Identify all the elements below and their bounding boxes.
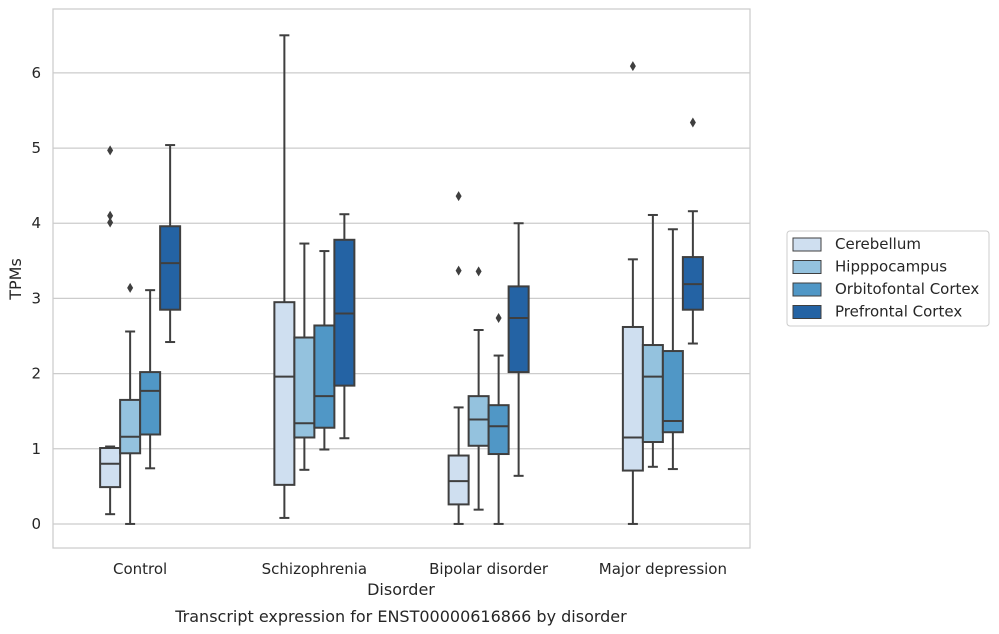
- y-tick-label: 6: [31, 64, 41, 82]
- legend-label: Orbitofontal Cortex: [835, 280, 979, 298]
- x-tick-label: Schizophrenia: [262, 560, 367, 578]
- y-tick-label: 0: [31, 515, 41, 533]
- box-1-0: [273, 34, 296, 519]
- box-3-3: [681, 117, 704, 345]
- box-1-3: [333, 213, 356, 440]
- box-3-1: [641, 213, 664, 468]
- box-body: [507, 285, 530, 374]
- legend-label: Cerebellum: [835, 235, 921, 253]
- box-body: [467, 395, 490, 447]
- y-tick-label: 1: [31, 440, 41, 458]
- outlier-point: [495, 312, 502, 323]
- gridlines: [53, 72, 750, 525]
- legend-label: Prefrontal Cortex: [835, 303, 962, 321]
- y-tick-labels: 0 1 2 3 4 5 6: [31, 64, 41, 533]
- y-tick-label: 2: [31, 365, 41, 383]
- y-tick-label: 3: [31, 289, 41, 307]
- box-body: [487, 404, 510, 456]
- y-axis-label: TPMs: [6, 258, 25, 301]
- legend-swatch: [792, 305, 822, 319]
- plot-frame: [52, 8, 751, 549]
- outlier-point: [455, 265, 462, 276]
- outlier-point: [107, 210, 114, 221]
- box-0-2: [139, 289, 162, 470]
- boxes-layer: [99, 34, 704, 525]
- box-body: [273, 301, 296, 486]
- legend-label: Hipppocampus: [835, 258, 947, 276]
- box-body: [119, 398, 142, 455]
- outlier-point: [127, 282, 134, 293]
- outlier-point: [455, 191, 462, 202]
- box-0-1: [119, 282, 142, 525]
- legend-swatch: [792, 237, 822, 252]
- box-0-3: [159, 144, 182, 344]
- y-tick-label: 5: [31, 139, 41, 157]
- box-2-1: [467, 266, 490, 511]
- box-body: [159, 225, 182, 311]
- outlier-point: [107, 217, 114, 228]
- box-body: [313, 324, 336, 429]
- box-body: [641, 344, 664, 444]
- legend: Cerebellum Hipppocampus Orbitofontal Corte…: [786, 230, 990, 327]
- x-axis-label: Disorder: [367, 580, 435, 599]
- outlier-point: [107, 145, 114, 156]
- legend-swatch: [792, 282, 822, 297]
- chart-caption: Transcript expression for ENST0000061686…: [174, 607, 627, 626]
- box-1-2: [313, 250, 336, 451]
- box-body: [99, 447, 122, 489]
- box-1-1: [293, 242, 316, 471]
- legend-frame: [786, 230, 990, 327]
- box-2-2: [487, 312, 510, 525]
- outlier-point: [475, 266, 482, 277]
- box-body: [661, 350, 684, 434]
- box-3-2: [661, 228, 684, 471]
- x-tick-labels: Control Schizophrenia Bipolar disorder Majo…: [113, 560, 727, 578]
- outlier-point: [689, 117, 696, 128]
- legend-swatch: [792, 260, 822, 274]
- box-2-0: [447, 191, 470, 525]
- y-tick-label: 4: [31, 214, 41, 232]
- box-body: [139, 371, 162, 436]
- box-body: [447, 454, 470, 506]
- outlier-point: [629, 61, 636, 72]
- x-tick-label: Major depression: [599, 560, 727, 578]
- x-tick-label: Control: [113, 560, 167, 578]
- box-3-0: [621, 61, 644, 525]
- box-0-0: [99, 145, 122, 516]
- box-body: [621, 325, 644, 472]
- box-2-3: [507, 222, 530, 477]
- x-tick-label: Bipolar disorder: [429, 560, 549, 578]
